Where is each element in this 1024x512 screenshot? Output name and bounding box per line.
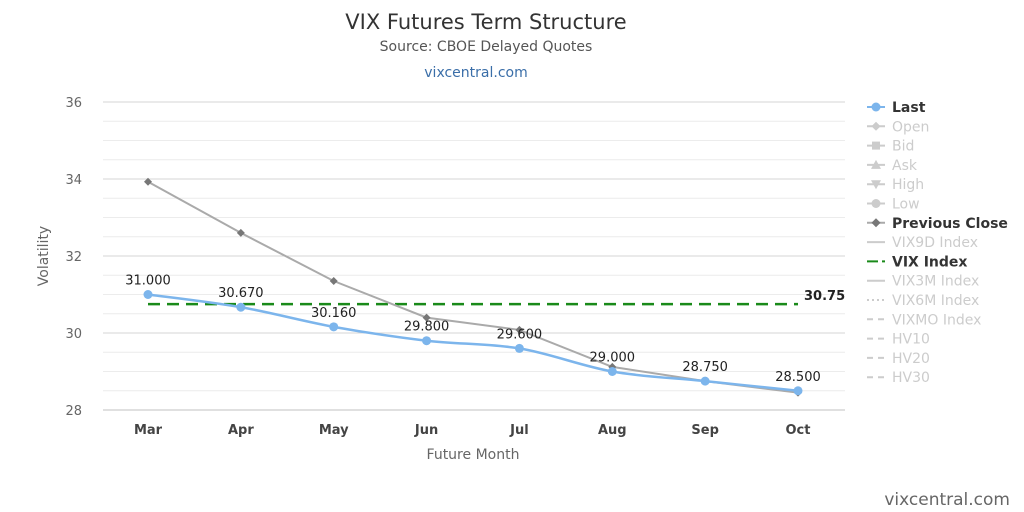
legend-item-vix3m-index[interactable]: VIX3M Index bbox=[867, 274, 979, 290]
series-line-last[interactable] bbox=[147, 293, 799, 392]
legend-square-marker bbox=[872, 141, 880, 150]
previous-close-point[interactable] bbox=[236, 228, 245, 237]
legend-item-previous-close[interactable]: Previous Close bbox=[867, 216, 1008, 232]
previous-close-point[interactable] bbox=[144, 177, 152, 186]
legend-diamond-marker bbox=[871, 121, 881, 131]
grid-lines bbox=[103, 101, 845, 411]
previous-close-point[interactable] bbox=[422, 313, 431, 322]
x-tick-label: Oct bbox=[786, 423, 811, 438]
legend-circle-marker bbox=[871, 199, 881, 208]
x-tick-label: Mar bbox=[134, 423, 163, 438]
legend-label: VIX3M Index bbox=[892, 274, 979, 290]
y-tick-label: 32 bbox=[65, 250, 82, 265]
legend-item-vixmo-index[interactable]: VIXMO Index bbox=[867, 312, 981, 328]
last-data-label: 29.600 bbox=[497, 327, 543, 342]
legend-diamond-marker bbox=[871, 218, 881, 228]
legend-label: VIX Index bbox=[892, 254, 967, 270]
last-data-label: 29.800 bbox=[404, 320, 450, 335]
legend-label: High bbox=[892, 177, 924, 193]
last-point[interactable] bbox=[514, 343, 524, 353]
legend-item-vix6m-index[interactable]: VIX6M Index bbox=[867, 293, 979, 309]
legend-label: Open bbox=[892, 119, 929, 135]
y-tick-label: 36 bbox=[65, 96, 82, 111]
x-tick-label: Jul bbox=[509, 423, 529, 438]
last-point[interactable] bbox=[143, 290, 153, 299]
legend-item-hv30[interactable]: HV30 bbox=[867, 370, 930, 386]
last-data-label: 31.000 bbox=[125, 274, 171, 289]
legend-circle-marker bbox=[871, 102, 881, 112]
last-point[interactable] bbox=[607, 367, 617, 376]
y-axis: 28 30 32 34 36 bbox=[65, 96, 82, 419]
chart-title: VIX Futures Term Structure bbox=[345, 10, 626, 34]
legend-item-low[interactable]: Low bbox=[867, 197, 920, 213]
legend-label: Bid bbox=[892, 139, 914, 155]
legend-item-vix-index[interactable]: VIX Index bbox=[867, 254, 967, 270]
legend-item-ask[interactable]: Ask bbox=[867, 158, 918, 174]
legend-label: HV10 bbox=[892, 332, 930, 348]
previous-close-point[interactable] bbox=[515, 325, 524, 334]
last-data-label: 28.500 bbox=[775, 370, 821, 385]
data-labels: 30.75 31.000 30.670 30.160 29.800 29.600 29.00… bbox=[125, 274, 845, 385]
legend-item-high[interactable]: High bbox=[867, 177, 924, 193]
legend-label: VIXMO Index bbox=[892, 312, 981, 328]
last-point[interactable] bbox=[422, 336, 432, 346]
last-point[interactable] bbox=[793, 386, 803, 396]
y-tick-label: 34 bbox=[65, 173, 82, 188]
last-data-label: 28.750 bbox=[682, 360, 728, 375]
x-tick-label: Aug bbox=[598, 423, 627, 438]
last-data-label: 30.670 bbox=[218, 286, 264, 301]
legend-triangle-down-marker bbox=[871, 180, 881, 190]
last-point[interactable] bbox=[329, 322, 339, 332]
legend-label: Ask bbox=[892, 158, 918, 174]
x-tick-label: May bbox=[319, 423, 349, 438]
y-tick-label: 30 bbox=[65, 327, 82, 342]
legend-item-hv10[interactable]: HV10 bbox=[867, 332, 930, 348]
legend-label: Low bbox=[892, 197, 920, 213]
legend-label: HV30 bbox=[892, 370, 930, 386]
legend-label: VIX6M Index bbox=[892, 293, 979, 309]
source-link[interactable]: vixcentral.com bbox=[424, 65, 527, 81]
legend-label: Last bbox=[892, 100, 926, 116]
y-tick-label: 28 bbox=[65, 404, 82, 419]
legend-label: VIX9D Index bbox=[892, 235, 978, 251]
y-axis-label: Volatility bbox=[36, 226, 52, 286]
legend-label: HV20 bbox=[892, 351, 930, 367]
legend-item-vix9d-index[interactable]: VIX9D Index bbox=[867, 235, 978, 251]
legend-label: Previous Close bbox=[892, 216, 1008, 232]
vix-index-end-label: 30.75 bbox=[804, 289, 845, 304]
series-layer bbox=[143, 177, 803, 397]
x-tick-label: Sep bbox=[691, 423, 719, 438]
chart-subtitle: Source: CBOE Delayed Quotes bbox=[380, 39, 593, 55]
watermark: vixcentral.com bbox=[884, 490, 1010, 510]
legend-item-open[interactable]: Open bbox=[867, 119, 929, 135]
x-axis-label: Future Month bbox=[427, 447, 520, 463]
last-point[interactable] bbox=[700, 376, 710, 386]
last-data-label: 30.160 bbox=[311, 306, 357, 321]
x-tick-label: Apr bbox=[228, 423, 254, 438]
x-tick-label: Jun bbox=[414, 423, 438, 438]
last-data-label: 29.000 bbox=[590, 351, 636, 366]
legend: Last Open Bid Ask High Low Previous Close VIX9D… bbox=[867, 100, 1008, 386]
legend-triangle-marker bbox=[871, 159, 881, 169]
last-point[interactable] bbox=[236, 302, 246, 312]
previous-close-point[interactable] bbox=[329, 277, 338, 286]
legend-item-bid[interactable]: Bid bbox=[867, 139, 914, 155]
x-axis: Mar Apr May Jun Jul Aug Sep Oct bbox=[134, 423, 811, 438]
legend-item-last[interactable]: Last bbox=[867, 100, 926, 116]
legend-item-hv20[interactable]: HV20 bbox=[867, 351, 930, 367]
